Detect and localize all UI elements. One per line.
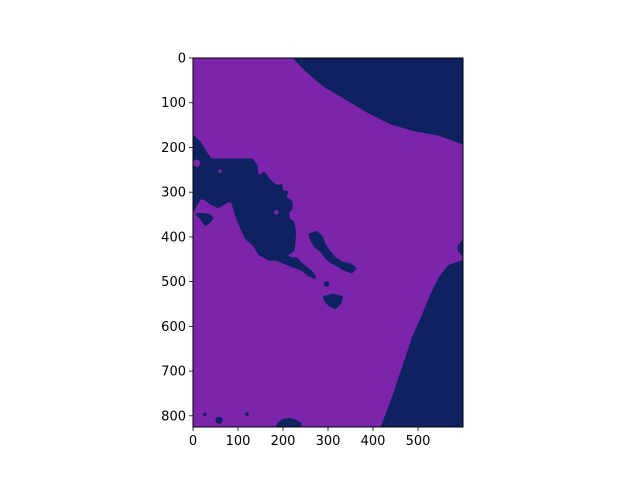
- y-tick-label: 700: [161, 365, 186, 380]
- speck-b: [202, 412, 207, 417]
- x-tick-label: 100: [226, 434, 251, 449]
- left-diagonal-blob: [193, 134, 316, 279]
- y-tick-label: 200: [161, 141, 186, 156]
- speck-c: [245, 412, 249, 416]
- y-axis: 0 100 200 300 400 500 600 700 800: [161, 52, 193, 424]
- y-tick-label: 500: [161, 275, 186, 290]
- speck-d: [215, 416, 223, 424]
- y-tick-label: 600: [161, 320, 186, 335]
- x-tick-label: 300: [316, 434, 341, 449]
- foreground-specks: [202, 281, 330, 424]
- x-tick-label: 400: [361, 434, 386, 449]
- small-blob-b: [216, 189, 227, 203]
- x-tick-label: 0: [189, 434, 197, 449]
- small-blob-a: [322, 293, 343, 310]
- y-tick-label: 0: [178, 52, 186, 67]
- middle-island: [308, 230, 357, 274]
- dot-c: [274, 210, 279, 215]
- x-tick-label: 500: [406, 434, 431, 449]
- x-tick-label: 200: [271, 434, 296, 449]
- small-blob-d: [276, 417, 302, 427]
- y-tick-label: 100: [161, 96, 186, 111]
- y-tick-label: 800: [161, 409, 186, 424]
- top-right-region: [292, 58, 463, 145]
- right-edge-notch: [457, 239, 463, 257]
- speck-a: [323, 281, 330, 287]
- foreground-regions: [193, 58, 463, 427]
- bottom-right-region: [380, 260, 463, 427]
- x-axis: 0 100 200 300 400 500: [189, 427, 431, 449]
- background-dots: [193, 159, 279, 215]
- dot-a: [193, 159, 201, 167]
- y-tick-label: 400: [161, 230, 186, 245]
- y-tick-label: 300: [161, 186, 186, 201]
- small-blob-c: [196, 213, 214, 226]
- plot-area: [193, 58, 463, 427]
- dot-b: [218, 169, 222, 173]
